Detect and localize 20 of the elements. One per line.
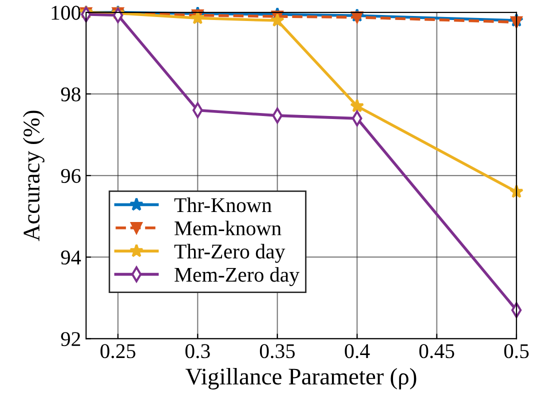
x-tick-label: 0.5 <box>504 344 529 358</box>
x-tick-label: 0.3 <box>185 344 210 358</box>
y-axis-title: Accuracy (%) <box>22 110 44 242</box>
point <box>350 98 364 112</box>
y-tick-label: 96 <box>61 168 81 183</box>
legend-label: Thr-Known <box>174 198 272 212</box>
x-tick-label: 0.25 <box>100 344 136 358</box>
y-tick-label: 98 <box>61 87 80 102</box>
legend-label: Thr-Zero day <box>174 244 286 263</box>
point <box>510 16 522 28</box>
point <box>351 11 363 24</box>
x-axis-title: Vigillance Parameter (ρ) <box>186 368 416 390</box>
x-tick-label: 0.4 <box>344 344 370 358</box>
legend-label: Mem-known <box>174 220 282 236</box>
x-tick-label: 0.35 <box>260 344 295 358</box>
y-tick-label: 100 <box>52 6 80 20</box>
x-tick-label: 0.45 <box>419 344 454 358</box>
legend-label: Mem-Zero day <box>174 267 300 286</box>
y-tick-label: 92 <box>61 332 80 346</box>
y-tick-label: 94 <box>61 250 81 265</box>
